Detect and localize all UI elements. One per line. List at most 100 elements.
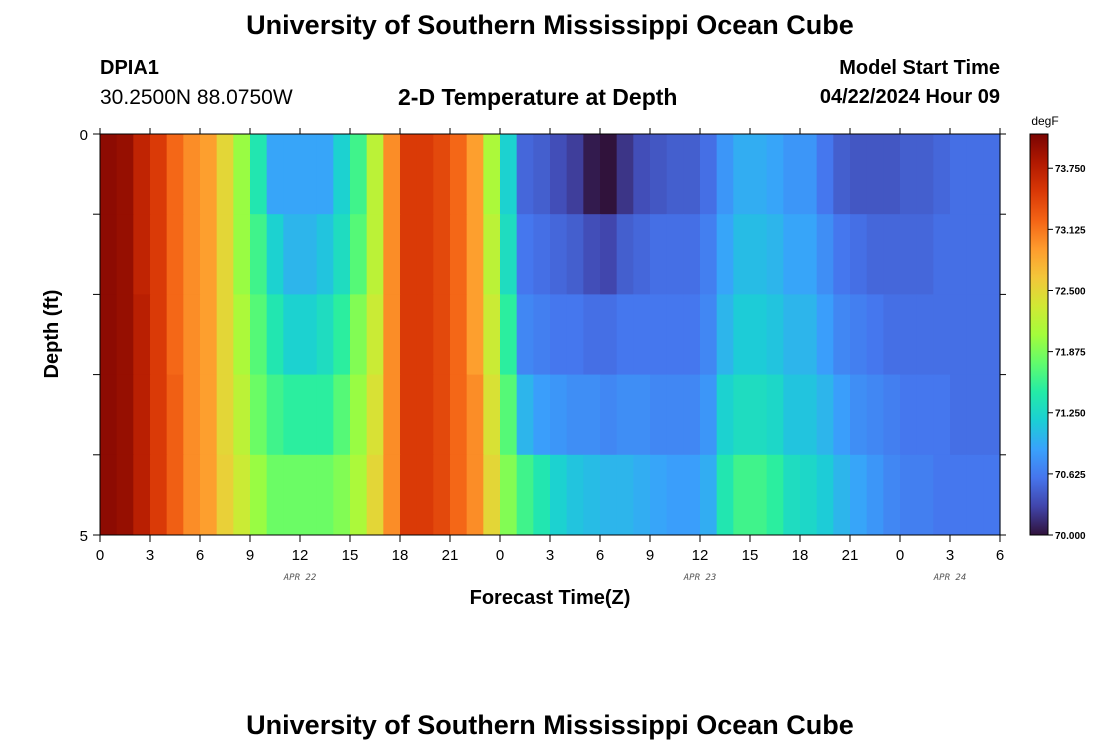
heatmap-cell [616, 134, 634, 215]
heatmap-cell [316, 134, 334, 215]
heatmap-cell [350, 454, 368, 536]
heatmap-cell [766, 214, 784, 295]
heatmap-cell [650, 214, 668, 295]
model-start-label: Model Start Time [839, 57, 1000, 79]
heatmap-cell [733, 294, 751, 375]
station-id: DPIA1 [100, 57, 159, 79]
colorbar-tick-label: 73.750 [1055, 164, 1086, 175]
heatmap-cell [250, 294, 268, 375]
heatmap-cell [150, 214, 168, 295]
heatmap-cell [650, 374, 668, 456]
x-tick-label: 12 [692, 547, 709, 564]
heatmap-cell [716, 134, 734, 215]
heatmap-cell [816, 454, 834, 536]
heatmap-cell [516, 374, 534, 456]
heatmap-cell [816, 294, 834, 375]
heatmap-cell [950, 374, 968, 456]
heatmap-cell [883, 454, 901, 536]
heatmap-cell [833, 214, 851, 295]
heatmap-cell [583, 134, 601, 215]
heatmap-cell [850, 294, 868, 375]
heatmap-cell [200, 214, 218, 295]
heatmap-cell [450, 454, 468, 536]
station-coords: 30.2500N 88.0750W [100, 86, 293, 109]
heatmap-cell [183, 454, 201, 536]
heatmap-cell [166, 214, 184, 295]
heatmap-cell [666, 294, 684, 375]
heatmap-cell [500, 374, 518, 456]
heatmap-cell [350, 134, 368, 215]
heatmap-cell [600, 134, 618, 215]
heatmap-cell [433, 294, 451, 375]
heatmap-cell [283, 374, 301, 456]
heatmap-cell [700, 214, 718, 295]
y-axis: 05 [80, 127, 1006, 545]
heatmap-cell [333, 454, 351, 536]
heatmap-cell [166, 374, 184, 456]
heatmap-cell [100, 294, 118, 375]
heatmap-cell [900, 294, 918, 375]
heatmap-cell [550, 214, 568, 295]
heatmap-cell [333, 134, 351, 215]
heatmap-cell [433, 454, 451, 536]
heatmap-cell [700, 294, 718, 375]
heatmap-cell [750, 454, 768, 536]
heatmap-cell [816, 214, 834, 295]
colorbar-tick-label: 73.125 [1055, 225, 1086, 236]
heatmap-cell [550, 134, 568, 215]
heatmap-cell [183, 214, 201, 295]
heatmap-cell [916, 294, 934, 375]
heatmap-cell [983, 294, 1001, 375]
heatmap-cell [716, 214, 734, 295]
heatmap-cell [250, 374, 268, 456]
heatmap-cell [333, 294, 351, 375]
heatmap-cell [383, 454, 401, 536]
heatmap-cell [300, 294, 318, 375]
heatmap-cell [483, 134, 501, 215]
heatmap-cell [233, 294, 251, 375]
heatmap-cell [800, 214, 818, 295]
heatmap-cell [550, 454, 568, 536]
heatmap-cell [733, 374, 751, 456]
heatmap-cell [483, 214, 501, 295]
heatmap-cell [550, 374, 568, 456]
heatmap-cell [833, 454, 851, 536]
heatmap-cell [466, 294, 484, 375]
heatmap-cell [933, 134, 951, 215]
heatmap-cell [983, 214, 1001, 295]
x-date-label: APR 22 [283, 573, 317, 583]
heatmap-cell [466, 134, 484, 215]
x-date-label: APR 24 [933, 573, 967, 583]
heatmap-cell [300, 134, 318, 215]
x-tick-label: 6 [596, 547, 604, 564]
heatmap-cell [916, 374, 934, 456]
heatmap-cell [650, 134, 668, 215]
heatmap-cell [133, 374, 151, 456]
heatmap-cell [466, 214, 484, 295]
heatmap-cell [900, 214, 918, 295]
heatmap-cell [200, 454, 218, 536]
colorbar-tick-label: 70.000 [1055, 531, 1086, 542]
heatmap-cell [983, 454, 1001, 536]
heatmap-cell [400, 374, 418, 456]
colorbar-gradient [1029, 133, 1049, 536]
heatmap-cell [316, 454, 334, 536]
heatmap-cell [600, 214, 618, 295]
heatmap-cell [933, 454, 951, 536]
heatmap-cell [216, 134, 234, 215]
heatmap-cell [916, 134, 934, 215]
x-tick-label: 0 [896, 547, 904, 564]
heatmap-cell [516, 454, 534, 536]
heatmap-cell [500, 134, 518, 215]
heatmap-cell [683, 294, 701, 375]
heatmap-cell [783, 454, 801, 536]
heatmap-cell [350, 374, 368, 456]
heatmap-cell [800, 134, 818, 215]
heatmap-cell [333, 214, 351, 295]
heatmap-cell [933, 374, 951, 456]
x-tick-label: 0 [496, 547, 504, 564]
heatmap-cell [833, 134, 851, 215]
colorbar-unit-label: degF [1031, 114, 1058, 128]
heatmap-cell [850, 374, 868, 456]
heatmap-cell [783, 374, 801, 456]
